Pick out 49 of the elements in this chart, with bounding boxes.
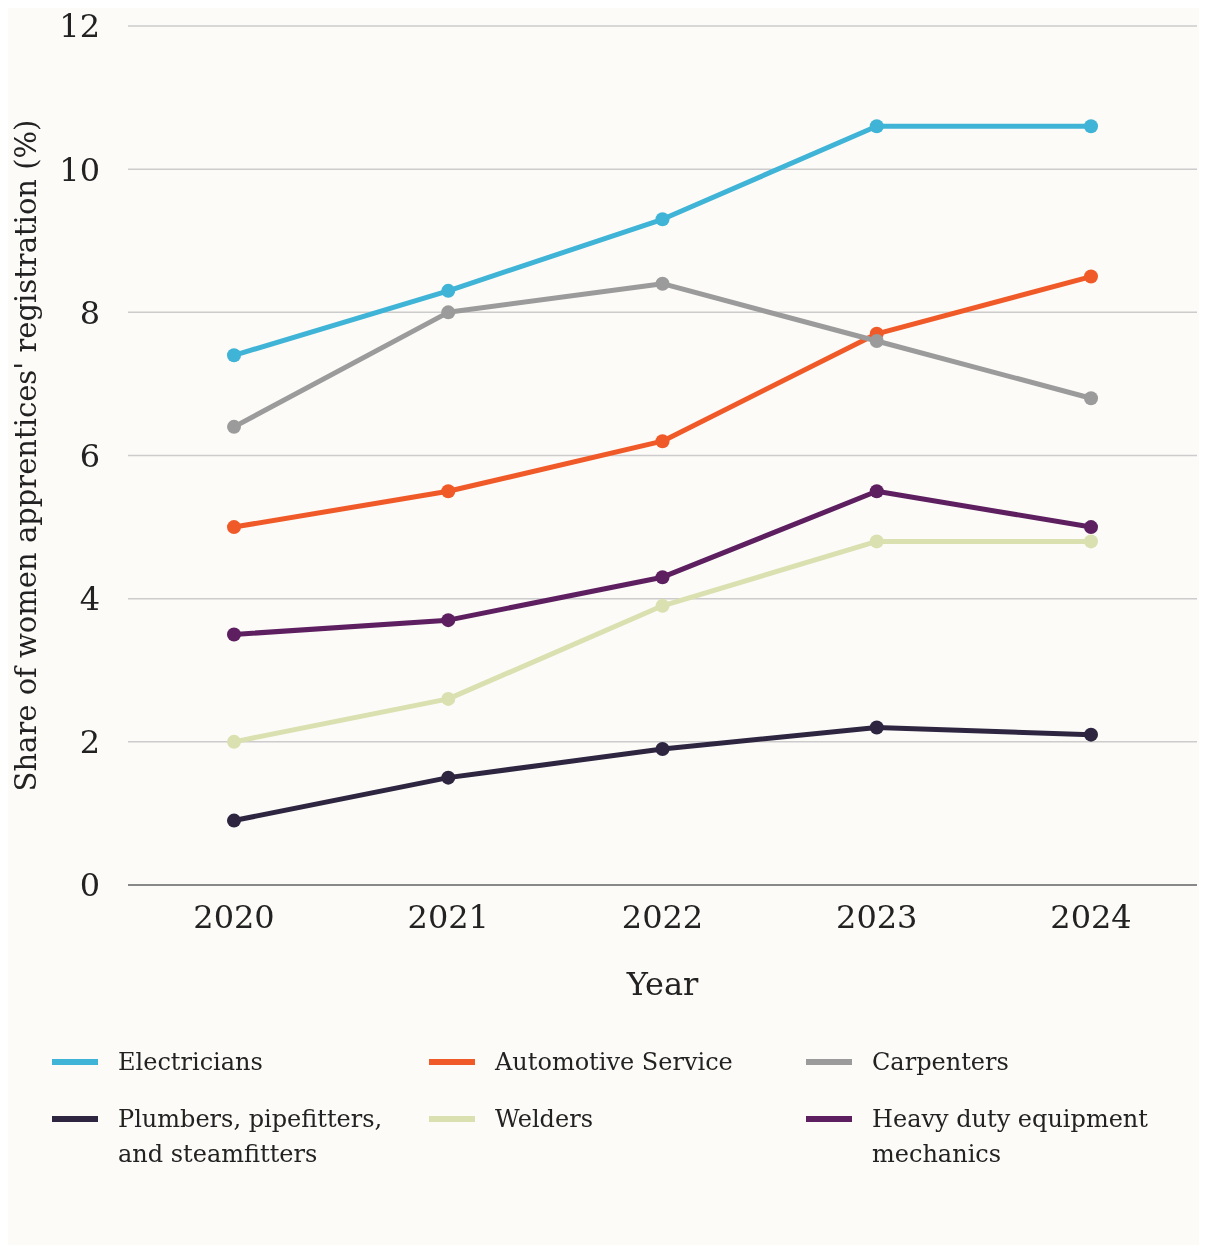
point	[227, 419, 241, 434]
y-tick-label: 6	[79, 436, 100, 475]
y-tick-label: 2	[79, 723, 100, 762]
point	[869, 484, 884, 499]
point	[655, 276, 670, 291]
point	[227, 520, 241, 535]
point	[227, 348, 241, 363]
y-tick-label: 0	[79, 866, 100, 905]
point	[1084, 727, 1098, 742]
y-tick-label: 10	[59, 150, 100, 189]
legend-label: Carpenters	[872, 1047, 1010, 1078]
y-tick-label: 12	[59, 7, 100, 46]
x-tick-label: 2023	[836, 897, 918, 936]
y-tick-label: 4	[79, 580, 100, 619]
point	[1084, 269, 1098, 284]
point	[441, 613, 456, 628]
point	[869, 720, 884, 735]
point	[441, 691, 456, 706]
y-tick-label: 8	[79, 293, 100, 332]
x-tick-label: 2024	[1050, 897, 1132, 936]
point	[441, 770, 456, 785]
legend-label: Plumbers, pipefitters, and steamfitters	[118, 1104, 384, 1170]
x-tick-label: 2020	[193, 897, 275, 936]
x-tick-label: 2021	[407, 897, 489, 936]
legend-label: Automotive Service	[495, 1047, 734, 1078]
y-axis-title: Share of women apprentices' registration (%)	[9, 119, 44, 792]
point	[655, 212, 670, 227]
x-axis-title: Year	[625, 965, 700, 1003]
point	[655, 598, 670, 613]
point	[227, 813, 241, 828]
legend-label: Electricians	[118, 1047, 264, 1078]
point	[1084, 534, 1098, 549]
point	[869, 333, 884, 348]
point	[1084, 119, 1098, 134]
point	[869, 119, 884, 134]
point	[869, 534, 884, 549]
point	[441, 484, 456, 499]
point	[655, 741, 670, 756]
point	[441, 283, 456, 298]
point	[655, 570, 670, 585]
point	[441, 305, 456, 320]
point	[227, 627, 241, 642]
point	[1084, 520, 1098, 535]
legend-label: Heavy duty equipment mechanics	[872, 1104, 1149, 1170]
point	[655, 434, 670, 449]
point	[227, 734, 241, 749]
legend-label: Welders	[495, 1104, 594, 1135]
point	[1084, 391, 1098, 406]
x-tick-label: 2022	[621, 897, 704, 936]
